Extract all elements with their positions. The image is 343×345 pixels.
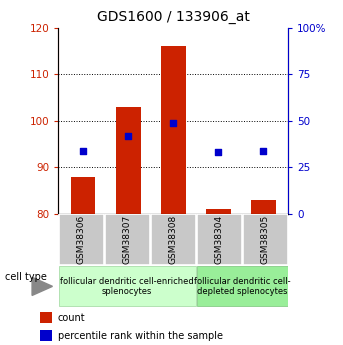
Bar [251,200,276,214]
Bar [105,215,150,265]
Text: GSM38308: GSM38308 [169,215,178,264]
Text: percentile rank within the sample: percentile rank within the sample [58,331,223,341]
Text: cell type: cell type [5,272,47,282]
Bar [206,209,231,214]
Text: count: count [58,313,85,323]
Text: GSM38306: GSM38306 [77,215,86,264]
Text: follicular dendritic cell-enriched
splenocytes: follicular dendritic cell-enriched splen… [60,277,194,296]
Point [126,133,131,138]
Text: GSM38307: GSM38307 [123,215,132,264]
Polygon shape [32,277,52,295]
Bar [59,266,196,306]
Text: follicular dendritic cell-
depleted splenocytes: follicular dendritic cell- depleted sple… [194,277,291,296]
Bar [40,312,52,323]
Bar [197,215,242,265]
Text: GSM38305: GSM38305 [261,215,270,264]
Bar [116,107,141,214]
Point [261,148,266,153]
Bar [197,266,288,306]
Text: GSM38304: GSM38304 [215,215,224,264]
Point [80,148,86,153]
Title: GDS1600 / 133906_at: GDS1600 / 133906_at [97,10,250,24]
Bar [71,177,95,214]
Bar [151,215,196,265]
Point [170,120,176,125]
Bar [161,46,186,214]
Bar [59,215,104,265]
Point [215,150,221,155]
Bar [243,215,288,265]
Bar [40,330,52,341]
